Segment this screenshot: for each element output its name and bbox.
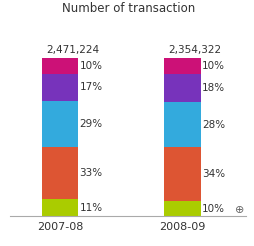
Text: Number of transaction: Number of transaction <box>62 1 195 15</box>
Text: 2,471,224: 2,471,224 <box>46 45 99 55</box>
Bar <box>42 58 78 74</box>
Text: 34%: 34% <box>202 169 225 179</box>
Bar <box>164 147 200 201</box>
Bar <box>164 102 200 147</box>
Text: 10%: 10% <box>202 61 225 71</box>
Bar <box>42 147 78 199</box>
Text: 33%: 33% <box>80 168 103 178</box>
Text: 17%: 17% <box>80 82 103 92</box>
Text: ⊕: ⊕ <box>235 205 244 215</box>
Bar <box>164 201 200 216</box>
Text: 11%: 11% <box>80 203 103 213</box>
Text: 10%: 10% <box>202 203 225 214</box>
Text: 2,354,322: 2,354,322 <box>169 45 222 55</box>
Text: 10%: 10% <box>80 61 103 71</box>
Bar <box>42 74 78 101</box>
Text: 28%: 28% <box>202 120 225 130</box>
Text: 18%: 18% <box>202 83 225 93</box>
Bar <box>42 101 78 147</box>
Text: 29%: 29% <box>80 119 103 129</box>
Bar <box>164 74 200 102</box>
Bar <box>42 199 78 216</box>
Bar <box>164 58 200 74</box>
